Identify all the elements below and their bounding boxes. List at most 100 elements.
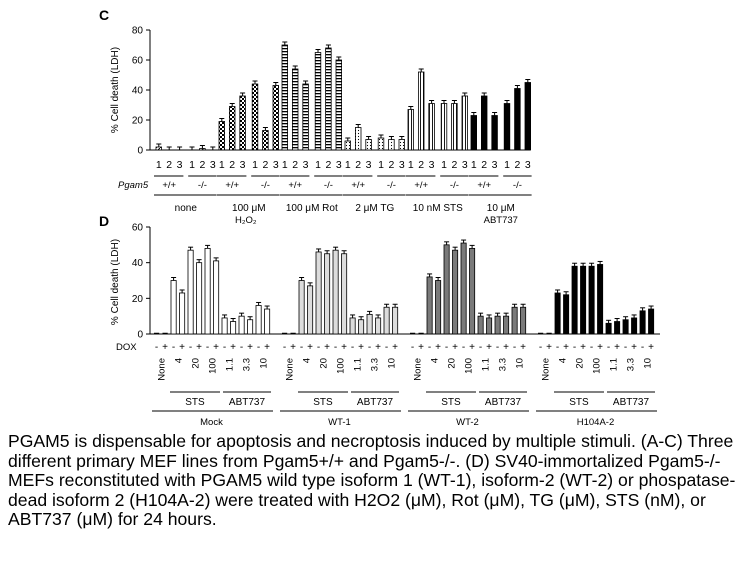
d-dox-label: -: [206, 342, 209, 353]
c-lane-label: 3: [240, 159, 246, 171]
d-bar: [255, 305, 262, 335]
c-bar: [417, 71, 425, 151]
c-genotype-label: -/-: [198, 180, 207, 191]
d-bar: [298, 280, 305, 335]
c-treatment-label: 100 μM Rot: [286, 203, 338, 214]
d-treatment-label: STS: [441, 397, 461, 408]
c-genotype-label: -/-: [513, 180, 522, 191]
d-bar: [452, 249, 459, 335]
c-treatment-label-line2: ABT737: [484, 215, 518, 226]
d-dox-label: -: [411, 342, 414, 353]
c-bar: [388, 139, 395, 151]
d-dox-label: +: [520, 342, 526, 353]
c-lane-label: 3: [429, 159, 435, 171]
c-bar: [451, 103, 458, 151]
d-bar: [639, 310, 646, 335]
c-genotype-label: +/+: [288, 180, 302, 191]
d-dox-label: +: [614, 342, 620, 353]
d-bar: [307, 285, 314, 335]
d-bar: [460, 242, 467, 335]
d-dox-label: +: [358, 342, 364, 353]
d-row-label: DOX: [116, 342, 137, 353]
d-dose-label: 20: [318, 358, 329, 369]
c-lane-label: 1: [156, 159, 162, 171]
d-dose-label: 4: [173, 358, 184, 363]
d-dox-label: -: [462, 342, 465, 353]
d-bar: [392, 306, 399, 335]
d-dox-label: -: [385, 342, 388, 353]
d-bar: [614, 321, 621, 335]
d-dox-label: -: [513, 342, 516, 353]
c-lane-label: 2: [199, 159, 205, 171]
c-lane-label: 3: [462, 159, 468, 171]
c-treatment-label: 10 nM STS: [413, 203, 463, 214]
c-y-tick-label: 0: [137, 146, 143, 157]
d-dose-label: 1.1: [480, 358, 491, 371]
d-dox-label: +: [324, 342, 330, 353]
d-dox-label: +: [503, 342, 509, 353]
c-y-axis-label: % Cell death (LDH): [110, 47, 121, 133]
d-bar: [503, 315, 510, 335]
d-bar: [349, 317, 356, 335]
c-bar: [480, 95, 488, 151]
c-bar: [470, 115, 477, 151]
d-bar: [554, 292, 561, 335]
d-treatment-label: STS: [313, 397, 333, 408]
d-dox-label: +: [486, 342, 492, 353]
c-y-tick-label: 20: [132, 116, 144, 127]
d-bar: [571, 265, 578, 335]
c-lane-label: 3: [303, 159, 309, 171]
d-group-label: Mock: [200, 417, 223, 428]
d-dox-label: +: [162, 342, 168, 353]
c-lane-label: 1: [504, 159, 510, 171]
c-bar: [398, 139, 405, 151]
d-dox-label: -: [172, 342, 175, 353]
panel-label-d: D: [99, 213, 109, 229]
c-y-tick-label: 40: [132, 86, 144, 97]
c-treatment-label: 2 μM TG: [355, 203, 394, 214]
c-bar: [155, 146, 162, 151]
d-bar: [580, 265, 587, 335]
d-treatment-label: STS: [185, 397, 205, 408]
c-bar: [440, 103, 448, 151]
c-genotype-label: +/+: [162, 180, 176, 191]
c-lane-label: 2: [451, 159, 457, 171]
d-dox-label: +: [580, 342, 586, 353]
c-lane-label: 1: [345, 159, 351, 171]
d-bar: [563, 294, 570, 335]
figure-caption: PGAM5 is dispensable for apoptosis and n…: [8, 431, 736, 529]
d-dox-label: -: [445, 342, 448, 353]
d-dox-label: -: [624, 342, 627, 353]
c-bar: [514, 88, 521, 151]
d-dose-label: None: [284, 358, 295, 381]
d-dox-label: -: [496, 342, 499, 353]
d-bar: [477, 315, 484, 335]
d-bar: [196, 262, 203, 335]
d-bar: [213, 260, 220, 335]
d-treatment-label: ABT737: [613, 397, 650, 408]
d-dox-label: +: [247, 342, 253, 353]
c-bar: [461, 95, 468, 151]
d-dose-label: 4: [557, 358, 568, 363]
d-bar: [622, 319, 629, 335]
d-bar: [443, 244, 450, 335]
c-bar: [524, 82, 531, 151]
c-bar: [428, 103, 435, 151]
c-lane-label: 1: [282, 159, 288, 171]
d-dox-label: -: [223, 342, 226, 353]
d-bar: [631, 317, 638, 335]
d-dox-label: +: [631, 342, 637, 353]
d-dose-label: 4: [429, 358, 440, 363]
c-lane-label: 3: [492, 159, 498, 171]
d-bar: [588, 265, 595, 335]
c-genotype-label: +/+: [414, 180, 428, 191]
d-dox-label: -: [189, 342, 192, 353]
d-y-axis-label: % Cell death (LDH): [110, 239, 121, 325]
d-bar: [375, 317, 382, 335]
d-dox-label: +: [264, 342, 270, 353]
d-dox-label: -: [240, 342, 243, 353]
d-dose-label: None: [540, 358, 551, 381]
c-genotype-label: -/-: [261, 180, 270, 191]
c-bar: [239, 95, 246, 151]
